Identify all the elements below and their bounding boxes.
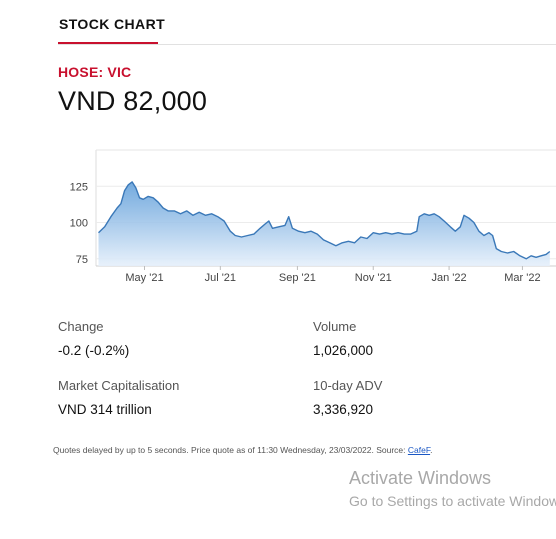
change-value: -0.2 (-0.2%) (58, 343, 130, 358)
volume-value: 1,026,000 (313, 343, 374, 358)
ticker-symbol: HOSE: VIC (58, 64, 132, 80)
x-tick-label: Jul '21 (205, 272, 236, 284)
disclaimer-tail: . (430, 445, 433, 455)
x-tick-label: May '21 (125, 272, 163, 284)
y-tick-label: 100 (70, 218, 88, 230)
disclaimer-text: Quotes delayed by up to 5 seconds. Price… (53, 445, 408, 455)
x-tick-label: Nov '21 (355, 272, 392, 284)
x-tick-label: Jan '22 (432, 272, 467, 284)
current-price: VND 82,000 (58, 86, 208, 116)
price-line (98, 181, 551, 260)
quote-disclaimer: Quotes delayed by up to 5 seconds. Price… (53, 445, 432, 455)
activation-watermark-title: Activate Windows (349, 468, 492, 488)
x-tick-label: Sep '21 (279, 272, 316, 284)
price-area (98, 181, 550, 266)
adv-value: 3,336,920 (313, 402, 374, 417)
volume-label: Volume (313, 319, 357, 334)
active-tab-indicator (58, 42, 158, 44)
adv-label: 10-day ADV (313, 378, 383, 393)
market-cap-value: VND 314 trillion (58, 402, 152, 417)
y-tick-label: 75 (76, 254, 88, 266)
activation-watermark-subtitle: Go to Settings to activate Windows. (349, 493, 556, 509)
change-label: Change (58, 319, 104, 334)
price-chart-svg[interactable]: 75 100 125 May '21 Jul '21 Sep '21 Nov '21 Jan … (58, 148, 556, 290)
price-chart[interactable]: 75 100 125 May '21 Jul '21 Sep '21 Nov '21 Jan … (58, 148, 556, 290)
market-cap-label: Market Capitalisation (58, 378, 180, 393)
x-tick-label: Mar '22 (504, 272, 540, 284)
y-tick-label: 125 (70, 181, 88, 193)
source-link[interactable]: CafeF (407, 445, 431, 455)
tab-bar: STOCK CHART (58, 0, 556, 45)
tab-stock-chart[interactable]: STOCK CHART (59, 16, 166, 32)
